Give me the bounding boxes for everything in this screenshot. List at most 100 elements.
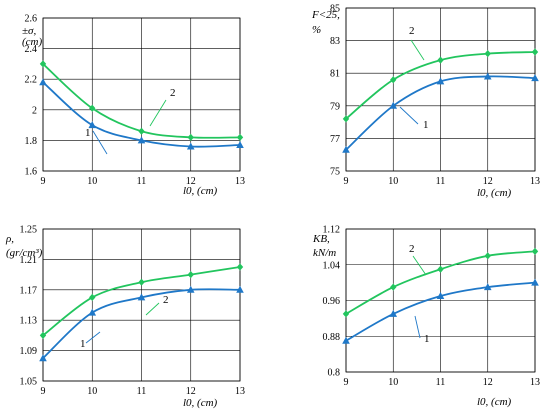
x-tick-label: 11 [137,176,147,187]
y-axis-label: KB, [312,233,330,245]
series-1-point [236,285,244,293]
x-tick-label: 9 [344,377,349,388]
series-1-point [39,354,47,362]
series-1-point [236,140,244,148]
plot-frame [345,228,536,373]
x-tick-label: 9 [41,176,46,187]
chart-panel-3: 1.051.091.131.171.211.259 10 11 12 13ρ,(gr/c… [5,225,245,410]
series-2-label: 2 [170,87,176,99]
y-axis-unit: kN/m [313,247,336,259]
series-1-leader [92,130,108,155]
x-tick-label: 9 [41,386,46,397]
y-tick-label: 75 [330,167,340,178]
series-1-point [186,285,195,293]
series-2-point [484,252,491,260]
x-tick-label: 11 [137,386,147,397]
series-2-label: 2 [409,243,415,255]
series-1-leader [399,106,419,125]
y-tick-label: 1.09 [20,346,38,357]
series-2-point [484,50,491,58]
y-tick-label: 0.96 [323,296,341,307]
y-axis-label: ρ, [5,233,14,245]
y-tick-label: 1.8 [25,136,38,147]
y-tick-label: 0.8 [328,368,341,379]
plot-frame [42,228,241,382]
y-tick-label: 79 [330,101,340,112]
series-1-point [342,145,350,153]
series-2-point [531,48,539,56]
series-2-point [187,271,194,279]
y-axis-label: ±σ, [22,25,36,37]
series-1-point [39,78,47,86]
series-2-point [342,115,350,123]
x-tick-label: 13 [530,377,540,388]
y-tick-label: 2.4 [25,44,38,55]
y-tick-label: 1.21 [20,255,38,266]
y-tick-label: 85 [330,4,340,15]
series-2-leader [412,255,427,276]
x-tick-label: 12 [186,176,196,187]
series-2-point [89,293,96,301]
series-2-leader [410,39,425,61]
y-tick-label: 83 [330,36,340,47]
series-2-leader [145,302,160,316]
series-1-point [88,121,97,129]
series-2-point [342,310,350,318]
series-1-point [342,336,350,344]
series-1-point [137,293,146,301]
series-2-point [187,133,194,141]
series-1-point [137,136,146,144]
x-tick-label: 13 [235,176,245,187]
x-axis-label: l0, (cm) [477,187,512,199]
series-1-point [531,74,539,82]
series-1-point [483,72,492,80]
y-tick-label: 1.13 [20,316,38,327]
y-tick-label: 2.6 [25,14,38,25]
series-2-point [390,283,397,291]
y-tick-label: 1.6 [25,167,38,178]
series-1-leader [414,315,421,339]
series-1-label: 1 [80,338,86,350]
series-2-point [89,104,96,112]
x-axis-label: l0, (cm) [183,185,218,197]
series-2-point [138,278,145,286]
series-2-point [437,56,444,64]
x-tick-label: 11 [436,176,446,187]
series-1-point [389,101,398,109]
x-tick-label: 12 [483,377,493,388]
y-tick-label: 1.05 [20,377,38,388]
y-tick-label: 1.12 [323,225,341,236]
y-axis-unit: (cm) [22,36,42,48]
y-tick-label: 1.04 [323,260,341,271]
y-tick-label: 77 [330,134,340,145]
series-2-point [236,133,244,141]
series-1-point [88,308,97,316]
y-tick-label: 0.88 [323,332,341,343]
x-tick-label: 13 [530,176,540,187]
series-1-point [436,77,445,85]
chart-panel-1: 1.6 1.8 2 2.2 2.4 2.6 9 10 11 12 13 ±σ,(cm) l0, (cm)… [22,14,245,198]
y-tick-label: 2.2 [25,75,38,86]
series-1-point [186,142,195,150]
y-axis-unit: % [312,24,321,36]
y-axis-unit: (gr/cm³) [6,247,43,259]
y-tick-label: 1.17 [20,285,38,296]
series-1-label: 1 [424,333,430,345]
series-2-label: 2 [409,25,415,37]
x-tick-label: 11 [436,377,446,388]
series-2-point [236,263,244,271]
series-1-point [483,283,492,291]
series-1-point [531,278,539,286]
series-2-leader [149,99,167,127]
x-tick-label: 9 [344,176,349,187]
series-1-label: 1 [423,119,429,131]
series-2-point [437,265,444,273]
plot-frame [345,7,536,172]
x-tick-label: 12 [186,386,196,397]
y-tick-label: 1.25 [20,225,38,236]
x-tick-label: 10 [87,176,97,187]
plot-frame [42,17,241,172]
